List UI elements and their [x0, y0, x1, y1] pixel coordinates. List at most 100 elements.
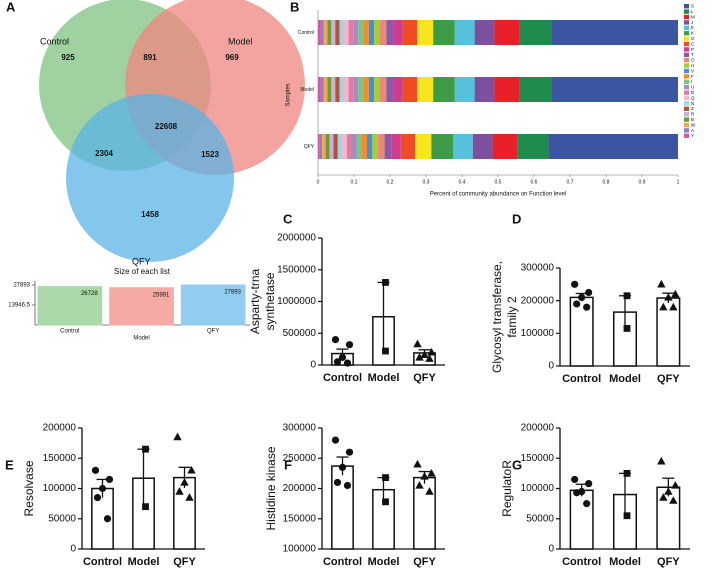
- segment: [492, 134, 518, 159]
- y-tick-label: 250000: [283, 453, 317, 464]
- legend-swatch: [684, 9, 689, 14]
- y-axis-label: family 2: [505, 296, 519, 338]
- data-point: [623, 512, 631, 520]
- x-tick-label: Control: [562, 556, 601, 568]
- data-point: [413, 459, 422, 468]
- data-point: [91, 466, 100, 474]
- segment: [337, 134, 343, 159]
- data-point: [425, 354, 434, 362]
- data-point: [573, 489, 581, 497]
- segment: [517, 134, 549, 159]
- legend-label: J: [691, 20, 693, 25]
- legend-swatch: [684, 52, 689, 57]
- legend-swatch: [684, 133, 689, 138]
- y-axis-label: Histidine kinase: [264, 446, 278, 530]
- segment: [494, 77, 520, 102]
- legend-label: V: [691, 68, 694, 73]
- legend-label: P: [691, 47, 694, 52]
- legend-label: Q: [691, 95, 695, 100]
- data-point: [664, 487, 673, 495]
- data-point: [420, 472, 429, 480]
- bar: [331, 465, 354, 550]
- y-tick-label: 100000: [43, 483, 77, 494]
- data-point: [382, 347, 389, 355]
- data-point: [671, 289, 680, 298]
- x-tick-label: QFY: [207, 329, 219, 335]
- segment: [358, 20, 364, 45]
- segment: [378, 134, 385, 159]
- segment: [327, 77, 332, 102]
- segment: [353, 20, 359, 45]
- data-point: [382, 279, 389, 286]
- x-tick-label: 0.3: [423, 179, 430, 185]
- data-point: [657, 279, 666, 288]
- data-point: [578, 293, 586, 301]
- legend-label: C: [691, 41, 695, 46]
- segment: [400, 134, 416, 159]
- data-point: [669, 496, 678, 504]
- y-tick-label: 0: [70, 544, 76, 555]
- legend-swatch: [684, 101, 689, 106]
- segment: [339, 20, 344, 45]
- legend-swatch: [684, 25, 689, 30]
- data-point: [583, 500, 591, 508]
- legend-swatch: [684, 58, 689, 63]
- y-tick-label: Control: [298, 30, 314, 36]
- x-tick-label: QFY: [657, 556, 680, 568]
- x-tick-label: QFY: [413, 556, 436, 568]
- bar: [37, 286, 103, 326]
- segment: [368, 20, 375, 45]
- segment: [433, 77, 455, 102]
- data-point: [345, 341, 354, 349]
- data-point: [623, 292, 631, 300]
- y-tick-label: 2000000: [277, 233, 316, 244]
- y-axis-label: Glycosyl transferase,: [490, 261, 504, 373]
- segment: [323, 77, 328, 102]
- legend-swatch: [684, 36, 689, 41]
- data-point: [415, 481, 424, 489]
- data-point: [180, 478, 189, 486]
- data-point: [98, 484, 107, 493]
- y-axis-label: RegulatoR: [500, 460, 514, 517]
- segment: [393, 20, 403, 45]
- data-point: [415, 352, 424, 361]
- region-count: 1523: [201, 150, 219, 159]
- list-title: Size of each list: [114, 267, 171, 276]
- legend-swatch: [684, 20, 689, 25]
- legend-label: W: [691, 122, 696, 127]
- data-point: [103, 515, 112, 523]
- segment: [342, 134, 347, 159]
- legend-label: H: [691, 63, 694, 68]
- x-tick-label: Control: [323, 372, 362, 384]
- legend-label: K: [691, 31, 694, 36]
- legend-swatch: [684, 63, 689, 68]
- legend-swatch: [684, 41, 689, 47]
- legend-label: T: [691, 52, 694, 57]
- segment: [351, 134, 357, 159]
- data-point: [664, 293, 673, 301]
- y-tick-label: 1500000: [277, 264, 316, 275]
- y-tick-label: 100000: [521, 483, 555, 494]
- legend-swatch: [684, 47, 689, 52]
- segment: [374, 77, 380, 102]
- y-axis-label: Samples: [286, 83, 292, 106]
- y-tick-label: 500000: [283, 328, 317, 339]
- data-point: [425, 487, 434, 495]
- y-tick-label: 0: [310, 360, 316, 371]
- set-label: QFY: [132, 256, 151, 266]
- x-tick-label: 0.9: [639, 179, 646, 185]
- segment: [386, 77, 394, 102]
- segment: [519, 20, 552, 45]
- x-tick-label: 0.2: [387, 179, 394, 185]
- segment: [333, 134, 338, 159]
- segment: [358, 77, 364, 102]
- segment: [368, 77, 375, 102]
- data-point: [343, 481, 352, 490]
- legend-swatch: [684, 90, 689, 95]
- segment: [335, 20, 340, 45]
- y-tick-label: 200000: [521, 423, 555, 434]
- y-axis-label: Resolvase: [22, 460, 36, 516]
- segment: [393, 77, 403, 102]
- region-count: 925: [61, 53, 75, 62]
- data-point: [413, 339, 422, 348]
